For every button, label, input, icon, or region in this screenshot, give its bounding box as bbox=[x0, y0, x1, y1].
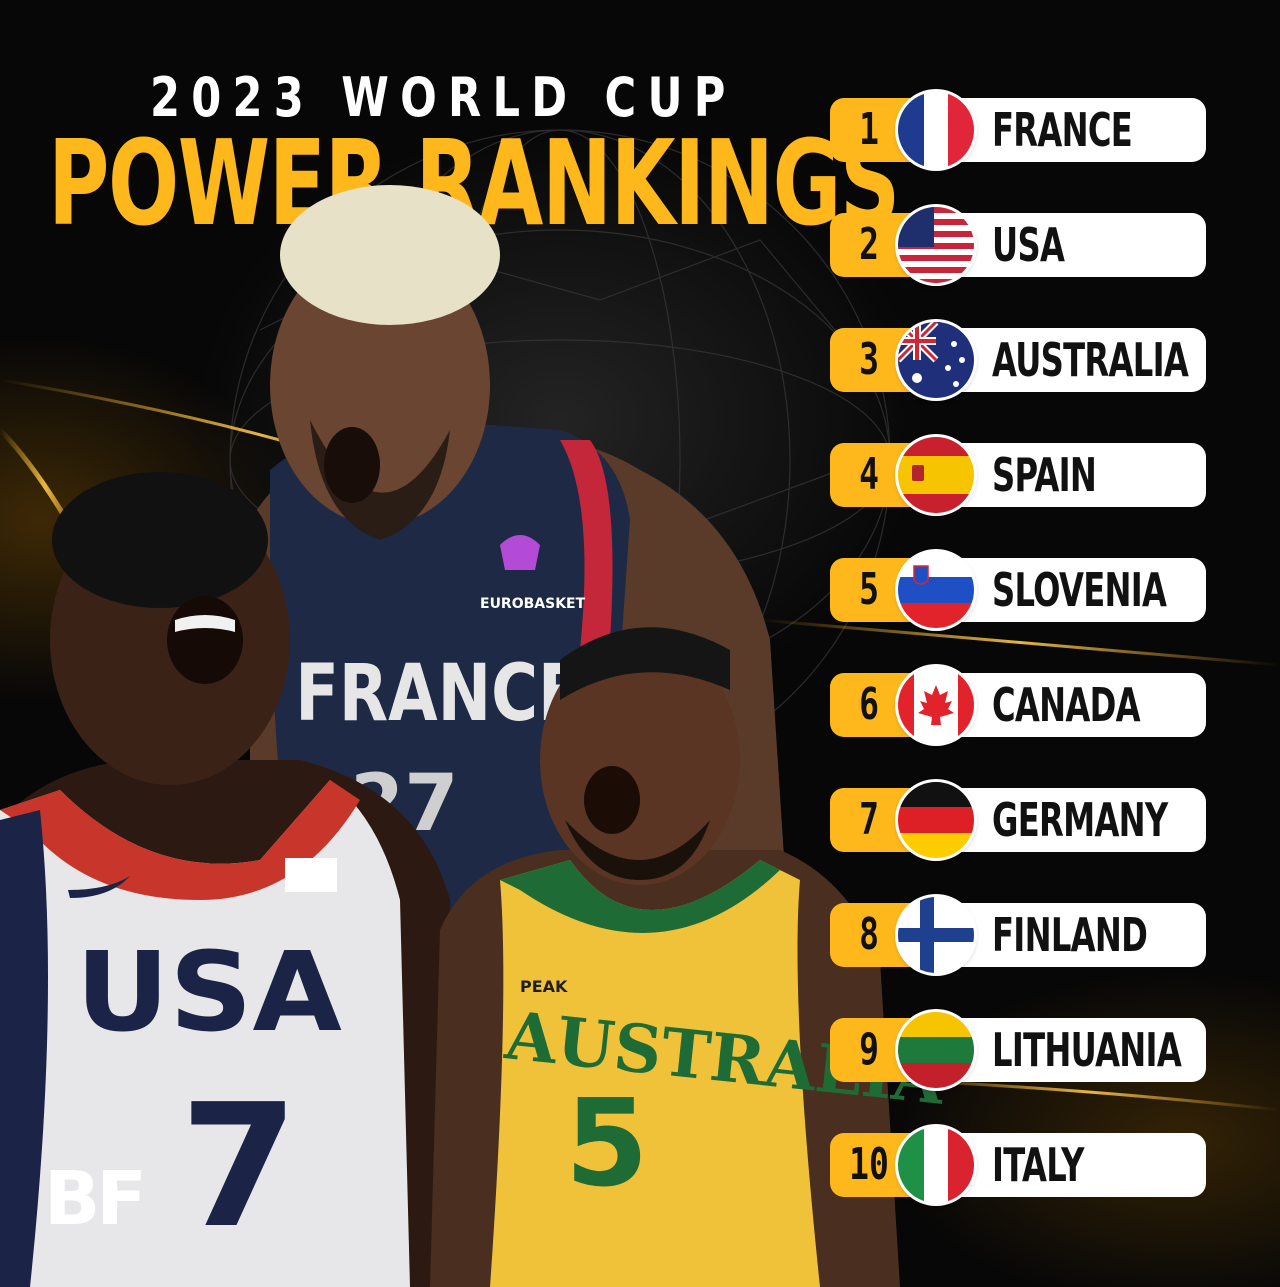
rank-number: 10 bbox=[849, 1139, 889, 1190]
country-name: USA bbox=[992, 218, 1065, 272]
ranking-row: 10 ITALY bbox=[830, 1127, 1210, 1203]
rank-number: 8 bbox=[859, 909, 879, 960]
usa-flag-icon bbox=[898, 207, 974, 283]
country-name: CANADA bbox=[992, 678, 1141, 732]
nike-swoosh-icon bbox=[68, 876, 130, 898]
lithuania-flag-icon bbox=[898, 1012, 974, 1088]
rank-number: 1 bbox=[859, 104, 879, 155]
usa-player: USA 7 bbox=[0, 472, 460, 1287]
eurobasket-logo-icon bbox=[500, 535, 540, 570]
rank-number: 6 bbox=[859, 679, 879, 730]
canada-flag-icon bbox=[898, 667, 974, 743]
italy-flag-icon bbox=[898, 1127, 974, 1203]
ranking-row: 8 FINLAND bbox=[830, 897, 1210, 973]
rank-number: 2 bbox=[859, 219, 879, 270]
ranking-row: 2 USA bbox=[830, 207, 1210, 283]
australia-player: AUSTRALIA 5 PEAK bbox=[430, 627, 948, 1287]
peak-brand-text: PEAK bbox=[520, 977, 568, 996]
ranking-row: 4 SPAIN bbox=[830, 437, 1210, 513]
rank-number: 7 bbox=[859, 794, 879, 845]
spain-flag-icon bbox=[898, 437, 974, 513]
rank-number: 5 bbox=[859, 564, 879, 615]
germany-flag-icon bbox=[898, 782, 974, 858]
usa-flag-patch-icon bbox=[285, 858, 337, 892]
ranking-row: 5 SLOVENIA bbox=[830, 552, 1210, 628]
country-name: AUSTRALIA bbox=[992, 333, 1189, 387]
france-jersey-text: FRANCE bbox=[295, 648, 582, 739]
australia-jersey-number: 5 bbox=[565, 1075, 649, 1214]
country-name: SLOVENIA bbox=[992, 563, 1167, 617]
country-name: LITHUANIA bbox=[992, 1023, 1182, 1077]
ranking-row: 3 AUSTRALIA bbox=[830, 322, 1210, 398]
country-name: ITALY bbox=[992, 1138, 1084, 1192]
ranking-row: 6 CANADA bbox=[830, 667, 1210, 743]
rank-number: 3 bbox=[859, 334, 879, 385]
country-name: FRANCE bbox=[992, 103, 1133, 157]
australia-flag-icon bbox=[898, 322, 974, 398]
france-flag-icon bbox=[898, 92, 974, 168]
ranking-row: 7 GERMANY bbox=[830, 782, 1210, 858]
eurobasket-badge: EUROBASKET bbox=[480, 596, 586, 612]
finland-flag-icon bbox=[898, 897, 974, 973]
slovenia-flag-icon bbox=[898, 552, 974, 628]
ranking-row: 1 FRANCE bbox=[830, 92, 1210, 168]
usa-jersey-text: USA bbox=[76, 928, 342, 1057]
title-top: 2023 WORLD CUP bbox=[150, 66, 737, 129]
rank-number: 9 bbox=[859, 1024, 879, 1075]
country-name: SPAIN bbox=[992, 448, 1097, 502]
ranking-row: 9 LITHUANIA bbox=[830, 1012, 1210, 1088]
country-name: FINLAND bbox=[992, 908, 1148, 962]
usa-jersey-number: 7 bbox=[180, 1068, 298, 1266]
rank-number: 4 bbox=[859, 449, 879, 500]
bf-logo: BF bbox=[44, 1156, 147, 1242]
country-name: GERMANY bbox=[992, 793, 1168, 847]
